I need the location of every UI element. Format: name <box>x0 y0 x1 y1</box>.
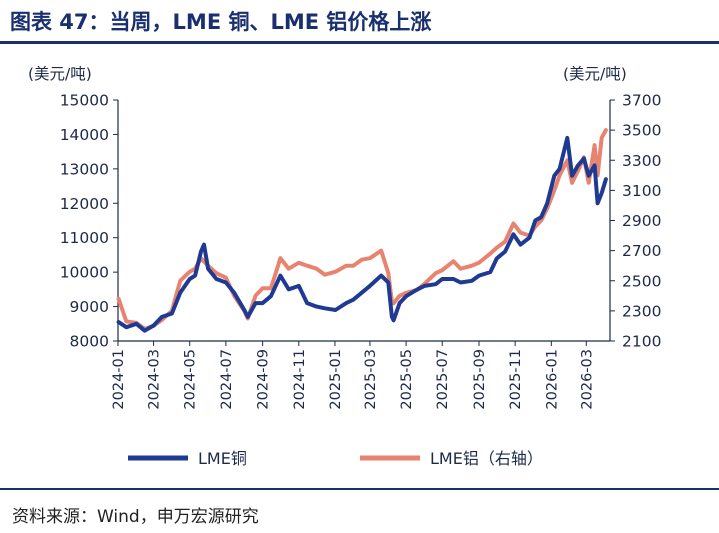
right-tick-label: 2700 <box>622 242 661 260</box>
line-chart: (美元/吨) (美元/吨) 8000 9000 10000 11000 12000 130… <box>28 65 662 468</box>
right-tick-label: 2300 <box>622 302 661 320</box>
right-tick-label: 3300 <box>622 152 661 170</box>
legend: LME铜 LME铝（右轴） <box>128 449 543 468</box>
right-tick-label: 2100 <box>622 333 661 351</box>
x-tick-label: 2024-05 <box>183 349 199 410</box>
title-divider <box>0 41 719 44</box>
right-tick-label: 2500 <box>622 272 661 290</box>
left-tick-label: 8000 <box>70 333 109 351</box>
x-tick-label: 2024-11 <box>292 349 308 410</box>
x-tick-label: 2025-09 <box>472 349 488 410</box>
left-tick-label: 13000 <box>60 160 109 178</box>
right-tick-label: 3500 <box>622 122 661 140</box>
x-tick-label: 2024-01 <box>111 349 127 410</box>
series-line-copper <box>116 135 608 333</box>
left-axis-unit: (美元/吨) <box>28 65 92 83</box>
x-tick-label: 2025-03 <box>363 349 379 410</box>
left-tick-label: 9000 <box>70 298 109 316</box>
legend-label: LME铜 <box>198 449 247 468</box>
chart-title: 图表 47：当周，LME 铜、LME 铝价格上涨 <box>10 10 432 34</box>
x-tick-label: 2026-01 <box>544 349 560 410</box>
right-axis-unit: (美元/吨) <box>563 65 627 83</box>
left-tick-label: 15000 <box>60 92 109 110</box>
left-tick-label: 11000 <box>60 229 109 247</box>
left-tick-label: 12000 <box>60 195 109 213</box>
left-tick-label: 14000 <box>60 126 109 144</box>
left-tick-label: 10000 <box>60 264 109 282</box>
x-tick-label: 2025-01 <box>328 349 344 410</box>
x-tick-label: 2024-07 <box>219 349 235 410</box>
x-tick-label: 2025-11 <box>508 349 524 410</box>
right-tick-label: 2900 <box>622 212 661 230</box>
right-tick-label: 3700 <box>622 92 661 110</box>
legend-label: LME铝（右轴） <box>430 449 543 468</box>
x-tick-label: 2024-03 <box>147 349 163 410</box>
x-tick-label: 2026-03 <box>579 349 595 410</box>
series-layer <box>116 128 608 333</box>
x-tick-label: 2024-09 <box>256 349 272 410</box>
right-tick-label: 3100 <box>622 182 661 200</box>
source-divider <box>0 488 719 490</box>
x-tick-label: 2025-07 <box>435 349 451 410</box>
x-tick-label: 2025-05 <box>399 349 415 410</box>
axes: 8000 9000 10000 11000 12000 13000 14000 15000 21… <box>60 92 662 410</box>
source-note: 资料来源：Wind，申万宏源研究 <box>12 507 259 527</box>
